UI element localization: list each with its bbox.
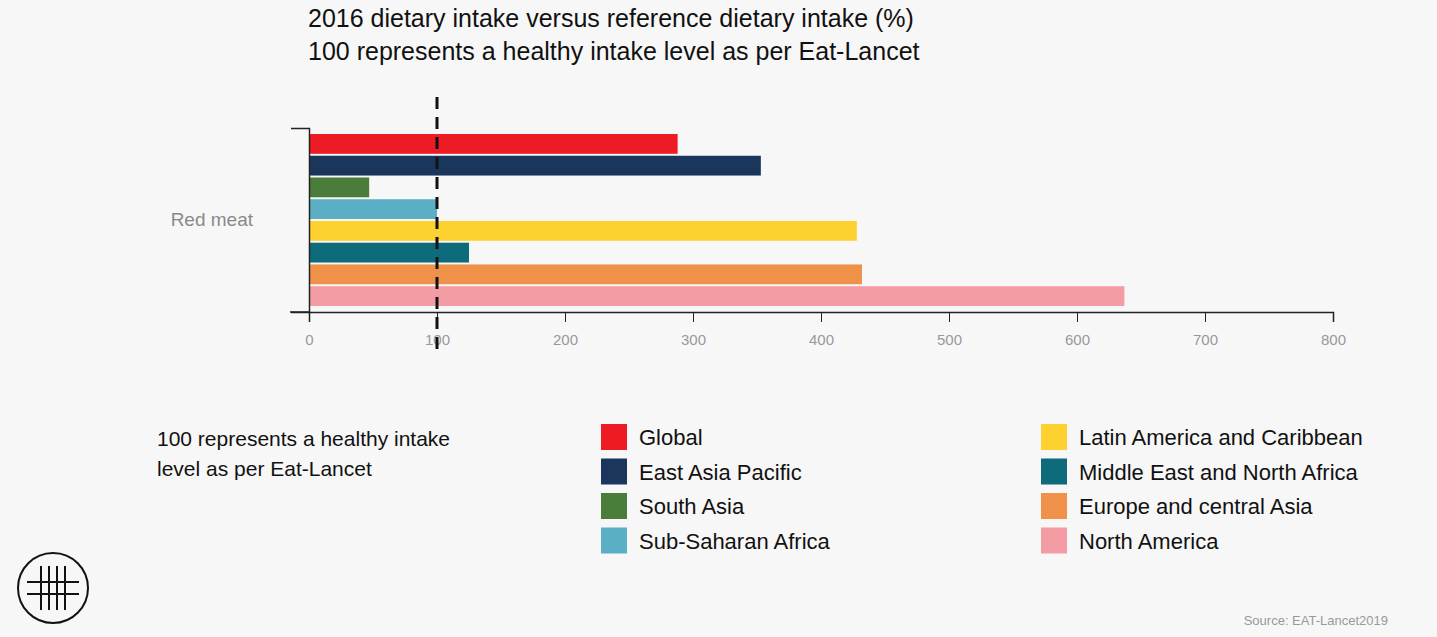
legend-item: Europe and central Asia xyxy=(1041,493,1313,519)
legend-swatch xyxy=(601,493,627,519)
x-tick-label: 200 xyxy=(553,331,578,348)
legend-item: South Asia xyxy=(601,493,745,519)
legend-label: Europe and central Asia xyxy=(1079,494,1313,519)
legend-swatch xyxy=(1041,493,1067,519)
legend-item: Sub-Saharan Africa xyxy=(601,528,831,554)
y-axis-line xyxy=(291,129,310,313)
legend-item: North America xyxy=(1041,528,1219,554)
logo-circle xyxy=(18,553,88,623)
bar xyxy=(309,221,857,241)
bar xyxy=(309,199,437,219)
chart: 2016 dietary intake versus reference die… xyxy=(0,0,1437,637)
x-tick-mark xyxy=(949,312,950,322)
legend-swatch xyxy=(1041,528,1067,554)
x-tick-mark xyxy=(693,312,694,322)
logo-line xyxy=(27,581,79,583)
legend-item: East Asia Pacific xyxy=(601,459,802,485)
y-axis: Red meat xyxy=(171,129,310,313)
legend-label: Middle East and North Africa xyxy=(1079,460,1359,485)
y-tick: Red meat xyxy=(171,209,309,230)
x-tick: 200 xyxy=(553,312,578,348)
x-tick-label: 600 xyxy=(1065,331,1090,348)
bar xyxy=(309,177,369,197)
bar xyxy=(309,243,469,263)
x-tick: 500 xyxy=(937,312,962,348)
logo-line xyxy=(40,566,42,610)
legend-label: East Asia Pacific xyxy=(639,460,802,485)
logo-line xyxy=(27,593,79,595)
bar xyxy=(309,286,1124,306)
x-tick: 800 xyxy=(1321,312,1346,348)
source: Source: EAT-Lancet2019 xyxy=(1244,613,1388,628)
x-tick: 400 xyxy=(809,312,834,348)
logo xyxy=(18,553,88,623)
legend-swatch xyxy=(601,528,627,554)
bars xyxy=(309,134,1124,306)
legend-label: North America xyxy=(1079,529,1219,554)
subtitle: 100 represents a healthy intake level as… xyxy=(308,37,920,65)
x-tick-label: 700 xyxy=(1193,331,1218,348)
x-tick-label: 300 xyxy=(681,331,706,348)
title: 2016 dietary intake versus reference die… xyxy=(308,4,914,32)
legend-label: South Asia xyxy=(639,494,745,519)
logo-line xyxy=(48,566,50,610)
x-tick: 700 xyxy=(1193,312,1218,348)
legend-label: Sub-Saharan Africa xyxy=(639,529,831,554)
legend-item: Middle East and North Africa xyxy=(1041,459,1359,485)
x-tick: 0 xyxy=(305,312,313,348)
legend-swatch xyxy=(1041,424,1067,450)
logo-line xyxy=(56,566,58,610)
legend-label: Global xyxy=(639,425,703,450)
x-tick: 300 xyxy=(681,312,706,348)
legend-item: Global xyxy=(601,424,703,450)
x-axis-line xyxy=(310,313,1334,323)
x-tick-mark xyxy=(309,312,310,322)
bar xyxy=(309,134,678,154)
x-tick-mark xyxy=(1205,312,1206,322)
legend-item: Latin America and Caribbean xyxy=(1041,424,1363,450)
x-tick: 600 xyxy=(1065,312,1090,348)
note: 100 represents a healthy intakelevel as … xyxy=(157,427,450,480)
x-tick-label: 400 xyxy=(809,331,834,348)
legend-label: Latin America and Caribbean xyxy=(1079,425,1363,450)
legend: Global East Asia Pacific South Asia Sub-Sah… xyxy=(601,424,1363,554)
bar xyxy=(309,156,761,176)
x-tick-mark xyxy=(1333,312,1334,322)
x-tick-mark xyxy=(565,312,566,322)
legend-swatch xyxy=(601,459,627,485)
category-label: Red meat xyxy=(171,209,254,230)
legend-swatch xyxy=(601,424,627,450)
x-tick-mark xyxy=(1077,312,1078,322)
x-tick-label: 800 xyxy=(1321,331,1346,348)
x-axis: 0100200300400500600700800 xyxy=(305,312,1346,348)
x-tick-label: 0 xyxy=(305,331,313,348)
x-tick-mark xyxy=(821,312,822,322)
bar xyxy=(309,264,862,284)
reference-line xyxy=(436,97,439,352)
legend-swatch xyxy=(1041,459,1067,485)
logo-line xyxy=(64,566,66,610)
x-tick-label: 500 xyxy=(937,331,962,348)
